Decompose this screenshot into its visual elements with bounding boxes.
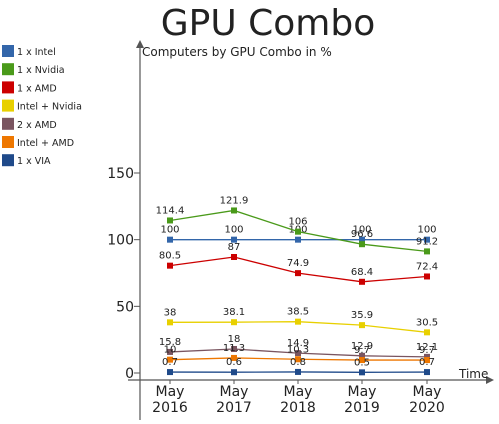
series-area: 100100100100100114.4121.910696.691.280.5… (156, 195, 438, 375)
legend: 1 x Intel 1 x Nvidia 1 x AMD Intel + Nvidia… (2, 45, 82, 167)
data-point (424, 273, 430, 279)
data-label: 9.7 (354, 345, 370, 356)
data-label: 121.9 (220, 195, 249, 206)
y-axis-arrow (136, 40, 144, 48)
legend-swatch (2, 81, 14, 93)
data-label: 72.4 (416, 261, 438, 272)
legend-swatch (2, 118, 14, 130)
data-label: 35.9 (351, 310, 373, 321)
chart-subtitle: Computers by GPU Combo in % (142, 45, 332, 59)
legend-label: 2 x AMD (17, 120, 57, 131)
data-point (295, 319, 301, 325)
legend-label: 1 x AMD (17, 83, 57, 94)
series: 38 38.1 38.5 35.9 30.5 (164, 307, 439, 336)
data-point (295, 229, 301, 235)
chart-title: GPU Combo (161, 3, 376, 44)
data-label: 38.5 (287, 307, 309, 318)
data-point (424, 369, 430, 375)
data-label: 11.3 (223, 343, 245, 354)
data-point (295, 270, 301, 276)
data-point (167, 369, 173, 375)
legend-swatch (2, 100, 14, 112)
data-label: 100 (160, 225, 179, 236)
legend-swatch (2, 154, 14, 166)
legend-label: 1 x Nvidia (17, 65, 65, 76)
legend-swatch (2, 63, 14, 75)
y-tick-label: 150 (107, 166, 134, 182)
data-point (167, 319, 173, 325)
data-label: 100 (224, 225, 243, 236)
data-label: 0.5 (354, 357, 370, 368)
data-point (231, 207, 237, 213)
legend-label: Intel + Nvidia (17, 102, 82, 113)
series: 114.4 121.9 106 96.6 91.2 (156, 195, 438, 254)
data-label: 100 (417, 225, 436, 236)
legend-label: Intel + AMD (17, 138, 74, 149)
legend-label: 1 x VIA (17, 156, 51, 167)
legend-swatch (2, 45, 14, 57)
data-label: 0.7 (162, 357, 178, 368)
data-label: 38.1 (223, 307, 245, 318)
data-label: 0.6 (226, 357, 242, 368)
data-label: 114.4 (156, 205, 185, 216)
x-axis-label: Time (458, 367, 488, 381)
data-point (359, 241, 365, 247)
data-point (359, 279, 365, 285)
data-label: 10.3 (287, 344, 309, 355)
data-label: 96.6 (351, 229, 373, 240)
data-label: 80.5 (159, 251, 181, 262)
data-label: 74.9 (287, 258, 309, 269)
data-label: 87 (228, 242, 241, 253)
data-label: 38 (164, 307, 177, 318)
data-point (231, 369, 237, 375)
y-tick-label: 50 (116, 299, 134, 315)
data-label: 10 (164, 345, 177, 356)
data-label: 0.8 (290, 357, 306, 368)
data-point (167, 217, 173, 223)
data-label: 30.5 (416, 317, 438, 328)
data-point (359, 322, 365, 328)
data-label: 106 (288, 217, 307, 228)
data-label: 0.7 (419, 357, 435, 368)
data-point (231, 319, 237, 325)
data-point (359, 369, 365, 375)
data-point (295, 369, 301, 375)
data-point (295, 237, 301, 243)
data-point (424, 329, 430, 335)
data-label: 9.7 (419, 345, 435, 356)
y-tick-label: 0 (125, 366, 134, 382)
legend-label: 1 x Intel (17, 47, 56, 58)
data-label: 68.4 (351, 267, 373, 278)
legend-swatch (2, 136, 14, 148)
data-point (424, 248, 430, 254)
data-point (167, 263, 173, 269)
y-tick-label: 100 (107, 233, 134, 249)
data-label: 91.2 (416, 236, 438, 247)
data-point (231, 254, 237, 260)
data-point (167, 237, 173, 243)
